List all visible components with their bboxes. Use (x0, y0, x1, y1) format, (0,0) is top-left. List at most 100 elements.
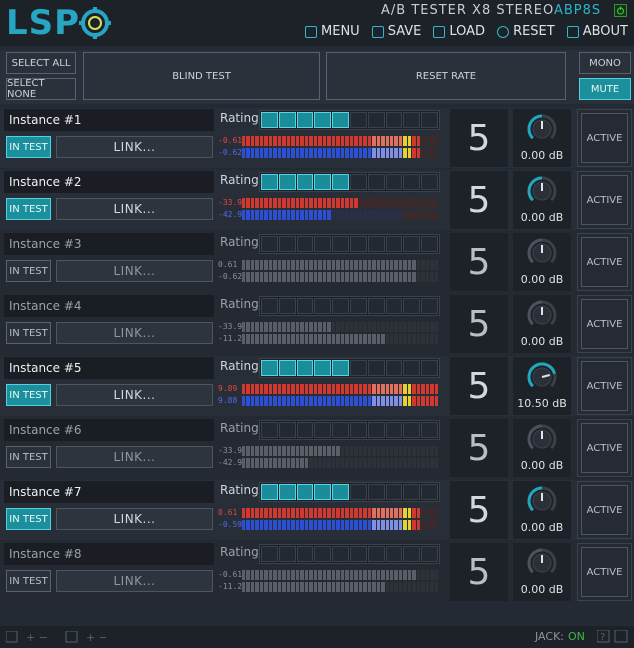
in-test-button[interactable]: IN TEST (6, 570, 51, 592)
load-button[interactable]: LOAD (433, 24, 485, 39)
rating-star[interactable] (385, 422, 403, 438)
rating-star[interactable] (385, 112, 403, 128)
in-test-button[interactable]: IN TEST (6, 384, 51, 406)
rating-star[interactable] (278, 422, 296, 438)
rating-star[interactable] (349, 360, 367, 376)
link-button[interactable]: LINK... (56, 508, 213, 530)
rating-star[interactable] (367, 422, 385, 438)
rating-star[interactable] (385, 174, 403, 190)
link-button[interactable]: LINK... (56, 322, 213, 344)
active-button[interactable]: ACTIVE (581, 361, 628, 411)
rating-star[interactable] (314, 298, 332, 314)
rating-star[interactable] (261, 360, 278, 376)
link-button[interactable]: LINK... (56, 260, 213, 282)
rating-star[interactable] (367, 298, 385, 314)
rating-star[interactable] (261, 422, 278, 438)
rating-star[interactable] (403, 422, 421, 438)
rating-star[interactable] (403, 236, 421, 252)
rating-star[interactable] (314, 112, 332, 128)
link-button[interactable]: LINK... (56, 384, 213, 406)
rating-star[interactable] (349, 546, 367, 562)
active-button[interactable]: ACTIVE (581, 485, 628, 535)
rating-selector[interactable] (259, 544, 440, 564)
rating-selector[interactable] (259, 482, 440, 502)
rating-star[interactable] (332, 112, 349, 128)
instance-name[interactable]: Instance #1 (4, 109, 214, 131)
rating-star[interactable] (332, 546, 349, 562)
rating-star[interactable] (261, 236, 278, 252)
in-test-button[interactable]: IN TEST (6, 322, 51, 344)
rating-star[interactable] (261, 298, 278, 314)
gain-knob[interactable] (527, 238, 557, 268)
rating-star[interactable] (403, 546, 421, 562)
rating-star[interactable] (332, 236, 349, 252)
rating-star[interactable] (421, 112, 438, 128)
rating-selector[interactable] (259, 110, 440, 130)
gain-knob[interactable] (527, 486, 557, 516)
rating-selector[interactable] (259, 296, 440, 316)
about-button[interactable]: ABOUT (566, 24, 628, 39)
rating-star[interactable] (332, 422, 349, 438)
rating-star[interactable] (349, 236, 367, 252)
rating-star[interactable] (403, 174, 421, 190)
rating-star[interactable] (296, 174, 314, 190)
gain-knob[interactable] (527, 176, 557, 206)
active-button[interactable]: ACTIVE (581, 547, 628, 597)
rating-star[interactable] (367, 546, 385, 562)
rating-star[interactable] (314, 174, 332, 190)
rating-star[interactable] (296, 484, 314, 500)
rating-star[interactable] (367, 236, 385, 252)
rating-star[interactable] (332, 298, 349, 314)
rating-star[interactable] (261, 174, 278, 190)
instance-name[interactable]: Instance #5 (4, 357, 214, 379)
rating-star[interactable] (421, 546, 438, 562)
menu-button[interactable]: MENU (305, 24, 360, 39)
rating-star[interactable] (421, 422, 438, 438)
power-icon[interactable] (614, 4, 627, 17)
rating-star[interactable] (332, 484, 349, 500)
rating-star[interactable] (278, 298, 296, 314)
rating-star[interactable] (278, 236, 296, 252)
active-button[interactable]: ACTIVE (581, 237, 628, 287)
select-none-button[interactable]: SELECT NONE (6, 78, 76, 100)
select-all-button[interactable]: SELECT ALL (6, 52, 76, 74)
rating-star[interactable] (385, 484, 403, 500)
rating-star[interactable] (261, 484, 278, 500)
rating-star[interactable] (296, 298, 314, 314)
rating-star[interactable] (296, 422, 314, 438)
rating-star[interactable] (403, 298, 421, 314)
gain-knob[interactable] (527, 362, 557, 392)
rating-star[interactable] (385, 298, 403, 314)
rating-selector[interactable] (259, 358, 440, 378)
rating-star[interactable] (367, 174, 385, 190)
link-button[interactable]: LINK... (56, 136, 213, 158)
rating-star[interactable] (385, 546, 403, 562)
rating-star[interactable] (421, 174, 438, 190)
link-button[interactable]: LINK... (56, 446, 213, 468)
in-test-button[interactable]: IN TEST (6, 198, 51, 220)
instance-name[interactable]: Instance #2 (4, 171, 214, 193)
reset-rate-button[interactable]: RESET RATE (326, 52, 566, 100)
active-button[interactable]: ACTIVE (581, 113, 628, 163)
in-test-button[interactable]: IN TEST (6, 260, 51, 282)
gain-knob[interactable] (527, 548, 557, 578)
active-button[interactable]: ACTIVE (581, 299, 628, 349)
rating-star[interactable] (403, 112, 421, 128)
rating-star[interactable] (385, 236, 403, 252)
rating-star[interactable] (332, 174, 349, 190)
instance-name[interactable]: Instance #6 (4, 419, 214, 441)
rating-star[interactable] (332, 360, 349, 376)
rating-star[interactable] (314, 546, 332, 562)
rating-star[interactable] (349, 298, 367, 314)
reset-button[interactable]: RESET (497, 24, 555, 39)
rating-star[interactable] (296, 546, 314, 562)
rating-star[interactable] (421, 484, 438, 500)
mono-button[interactable]: MONO (579, 52, 631, 74)
rating-star[interactable] (367, 360, 385, 376)
rating-star[interactable] (367, 112, 385, 128)
rating-star[interactable] (403, 360, 421, 376)
rating-selector[interactable] (259, 172, 440, 192)
rating-star[interactable] (261, 546, 278, 562)
rating-star[interactable] (296, 236, 314, 252)
link-button[interactable]: LINK... (56, 198, 213, 220)
